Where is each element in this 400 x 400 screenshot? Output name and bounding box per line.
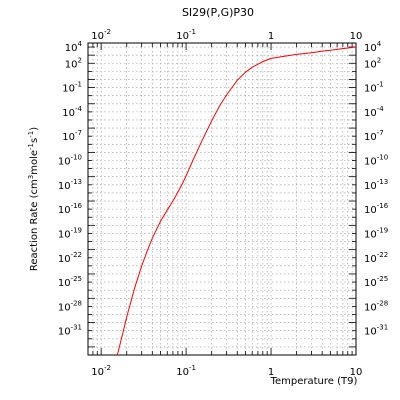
x-tick-label: 1 bbox=[268, 367, 274, 378]
y-tick-label: 104 bbox=[65, 40, 83, 54]
y-tick-label: 10-7 bbox=[62, 129, 82, 143]
grid bbox=[87, 43, 357, 356]
x-tick-label: 10 bbox=[350, 367, 363, 378]
x-tick-label: 10-1 bbox=[176, 364, 196, 378]
y-tick-label: 10-22 bbox=[364, 251, 388, 265]
y-tick-label: 10-31 bbox=[364, 324, 388, 338]
y-tick-label: 10-31 bbox=[58, 324, 82, 338]
y-axis-label: Reaction Rate (cm3mole-1s-1) bbox=[27, 127, 40, 271]
x-tick-label: 1 bbox=[268, 31, 274, 42]
y-tick-label: 10-16 bbox=[364, 202, 389, 216]
y-tick-label: 102 bbox=[364, 56, 381, 70]
x-tick-label: 10 bbox=[350, 31, 363, 42]
plot-frame bbox=[87, 42, 357, 356]
y-tick-label: 10-1 bbox=[62, 81, 82, 95]
y-tick-label: 10-28 bbox=[364, 299, 388, 313]
y-tick-label: 10-28 bbox=[58, 299, 82, 313]
series-group bbox=[116, 46, 357, 356]
y-tick-label: 10-16 bbox=[58, 202, 83, 216]
y-tick-label: 104 bbox=[364, 40, 382, 54]
y-tick-label: 10-13 bbox=[58, 178, 82, 192]
x-tick-label: 10-2 bbox=[91, 364, 111, 378]
y-tick-label: 10-10 bbox=[58, 154, 82, 168]
y-tick-label: 10-4 bbox=[364, 105, 384, 119]
y-tick-label: 10-4 bbox=[62, 105, 82, 119]
y-tick-label: 10-13 bbox=[364, 178, 388, 192]
y-tick-label: 10-1 bbox=[364, 81, 384, 95]
y-tick-label: 10-10 bbox=[364, 154, 388, 168]
y-tick-label: 102 bbox=[65, 56, 82, 70]
y-tick-label: 10-19 bbox=[364, 226, 388, 240]
x-tick-label: 10-1 bbox=[176, 28, 196, 42]
y-tick-label: 10-25 bbox=[58, 275, 82, 289]
reaction-rate-line bbox=[116, 46, 357, 356]
y-tick-label: 10-22 bbox=[58, 251, 82, 265]
y-tick-label: 10-19 bbox=[58, 226, 82, 240]
y-tick-label: 10-7 bbox=[364, 129, 384, 143]
y-tick-label: 10-25 bbox=[364, 275, 388, 289]
x-axis-label: Temperature (T9) bbox=[270, 376, 358, 387]
tick-marks bbox=[87, 43, 357, 356]
chart-title: SI29(P,G)P30 bbox=[182, 6, 254, 19]
x-tick-label: 10-2 bbox=[91, 28, 111, 42]
